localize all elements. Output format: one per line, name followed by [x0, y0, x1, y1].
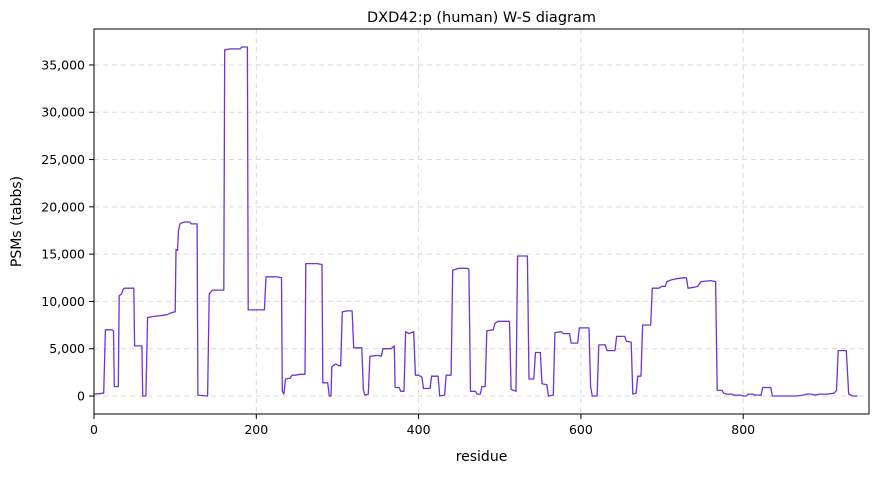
- y-tick-label: 25,000: [41, 152, 85, 167]
- y-axis-ticks: 0 5,000 10,000 15,000 20,000 25,000 30,000 35,0…: [41, 57, 94, 404]
- y-tick-label: 5,000: [49, 341, 85, 356]
- chart-title: DXD42:p (human) W-S diagram: [367, 10, 596, 26]
- y-tick-label: 10,000: [41, 294, 85, 309]
- plot-series: [93, 46, 858, 397]
- y-tick-label: 15,000: [41, 247, 85, 262]
- y-tick-label: 20,000: [41, 199, 85, 214]
- plot-frame: [93, 28, 870, 415]
- x-tick-label: 600: [569, 422, 593, 437]
- y-tick-label: 30,000: [41, 105, 85, 120]
- y-axis-label: PSMs (tabbs): [9, 176, 25, 267]
- y-tick-label: 0: [77, 389, 85, 404]
- x-tick-label: 0: [90, 422, 98, 437]
- x-tick-label: 200: [244, 422, 268, 437]
- x-tick-label: 400: [407, 422, 431, 437]
- series-line-0: [93, 46, 858, 397]
- x-axis-label: residue: [456, 449, 508, 465]
- x-axis-ticks: 0 200 400 600 800: [90, 414, 755, 437]
- y-tick-label: 35,000: [41, 57, 85, 72]
- x-tick-label: 800: [731, 422, 755, 437]
- grid-lines: [93, 29, 869, 414]
